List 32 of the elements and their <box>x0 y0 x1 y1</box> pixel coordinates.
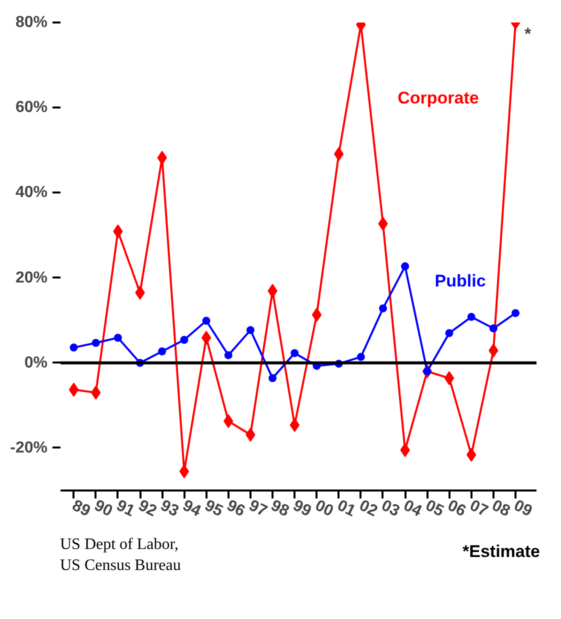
x-tick-label: 91 <box>114 497 138 520</box>
annotation: * <box>524 24 532 44</box>
y-tick-label: 60% <box>15 99 48 116</box>
x-tick-label: 09 <box>511 497 535 520</box>
x-tick-label: 00 <box>312 497 336 520</box>
y-tick-label: 40% <box>15 184 48 202</box>
y-tick-label: 0% <box>24 354 48 372</box>
y-tick-label: -20% <box>10 439 48 456</box>
x-tick-label: 97 <box>246 497 270 520</box>
x-tick-label: 05 <box>422 497 446 520</box>
x-tick-label: 92 <box>136 497 160 520</box>
x-tick-label: 01 <box>334 497 358 520</box>
x-tick-label: 89 <box>69 497 93 520</box>
x-tick-label: 93 <box>158 497 182 520</box>
x-tick-label: 03 <box>378 497 402 520</box>
x-tick-label: 98 <box>268 497 292 520</box>
series-label: Corporate <box>398 88 479 108</box>
y-tick-label: 20% <box>15 269 48 286</box>
series-label: Public <box>434 272 486 291</box>
x-tick-label: 07 <box>466 497 490 520</box>
x-tick-label: 99 <box>290 497 314 520</box>
text: *Estimate <box>462 541 540 563</box>
text: US Dept of Labor, US Census Bureau <box>60 535 181 576</box>
y-tick-label: 80% <box>15 14 48 31</box>
x-tick-label: 02 <box>356 497 380 520</box>
x-tick-label: 04 <box>400 497 424 520</box>
x-tick-label: 08 <box>489 497 513 520</box>
x-tick-label: 06 <box>444 497 468 520</box>
x-tick-label: 96 <box>224 497 248 520</box>
x-tick-label: 95 <box>202 497 226 520</box>
x-tick-label: 90 <box>91 497 115 520</box>
x-tick-label: 94 <box>180 497 204 520</box>
